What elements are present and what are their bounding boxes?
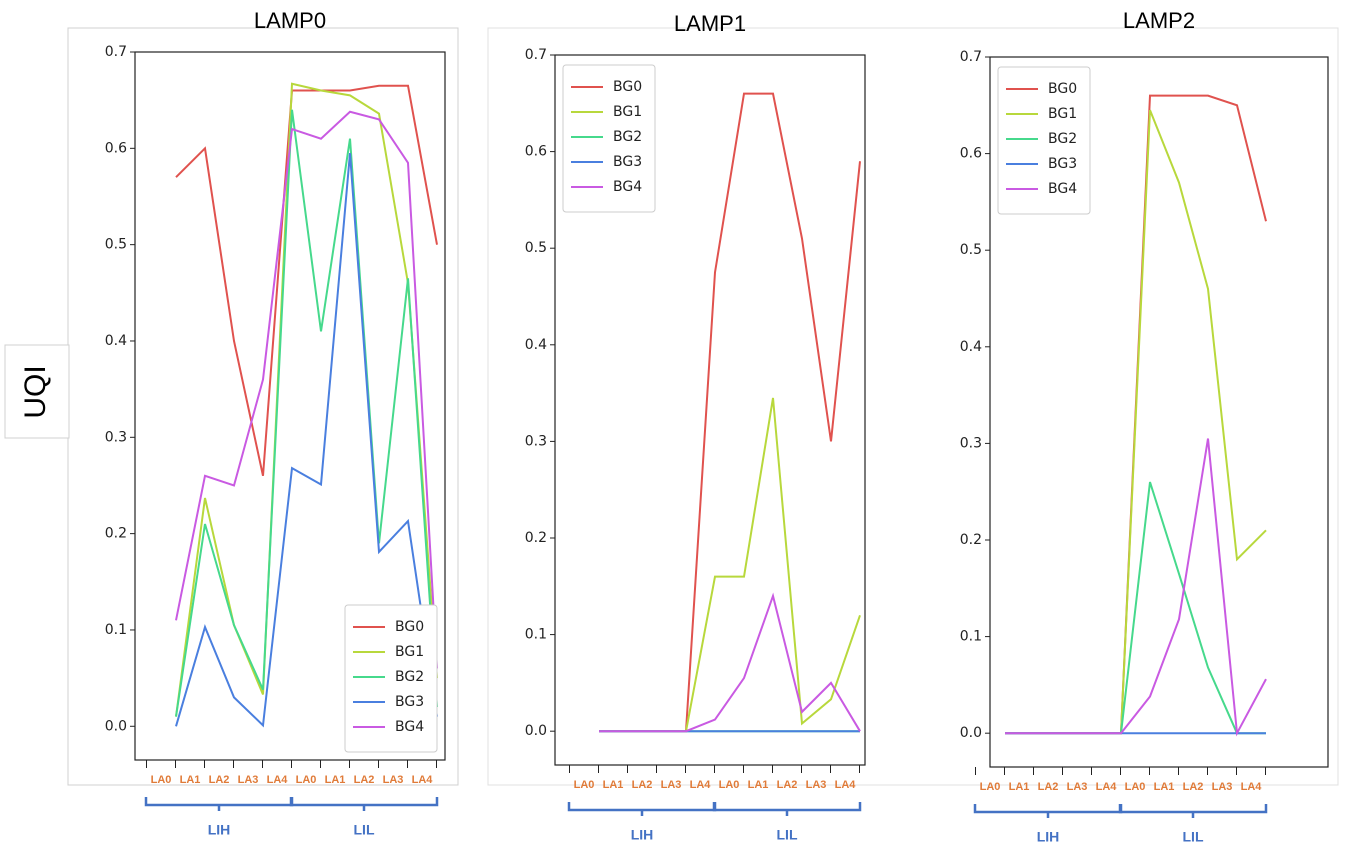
x-tick-label: LA0 — [151, 774, 172, 786]
group-bracket — [1118, 804, 1268, 818]
y-tick-label: 0.6 — [960, 146, 982, 162]
legend-label: BG3 — [1048, 156, 1077, 172]
y-tick-label: 0.3 — [105, 429, 127, 445]
y-tick-label: 0.7 — [525, 47, 547, 63]
y-tick-label: 0.0 — [960, 725, 982, 741]
x-tick-label: LA3 — [661, 779, 682, 791]
group-bracket — [289, 797, 439, 811]
x-tick-label: LA3 — [806, 779, 827, 791]
legend-label: BG4 — [395, 719, 424, 735]
y-tick-label: 0.2 — [960, 532, 982, 548]
x-tick-label: LA3 — [1212, 781, 1233, 793]
y-axis-label: UQI — [19, 365, 52, 418]
x-tick-label: LA2 — [777, 779, 798, 791]
legend-label: BG4 — [613, 179, 642, 195]
legend-box — [562, 64, 656, 213]
series-line — [175, 84, 438, 477]
x-tick-label: LA1 — [325, 774, 346, 786]
y-tick-label: 0.7 — [105, 44, 127, 60]
x-tick-label: LA0 — [980, 781, 1001, 793]
series-line — [175, 109, 438, 717]
x-tick-label: LA1 — [603, 779, 624, 791]
y-tick-label: 0.2 — [105, 526, 127, 542]
series-line — [175, 110, 438, 669]
x-tick-label: LA3 — [383, 774, 404, 786]
x-tick-label: LA3 — [238, 774, 259, 786]
y-tick-label: 0.7 — [960, 49, 982, 65]
y-tick-label: 0.2 — [525, 530, 547, 546]
legend-label: BG0 — [613, 79, 642, 95]
group-bracket — [144, 797, 294, 811]
legend-label: BG2 — [395, 669, 424, 685]
x-tick-label: LA1 — [1009, 781, 1030, 793]
y-tick-label: 0.5 — [960, 242, 982, 258]
x-tick-label: LA0 — [296, 774, 317, 786]
x-tick-label: LA0 — [574, 779, 595, 791]
legend-label: BG1 — [1048, 106, 1077, 122]
x-tick-label: LA1 — [1154, 781, 1175, 793]
y-tick-label: 0.4 — [525, 337, 547, 353]
y-tick-label: 0.0 — [105, 718, 127, 734]
legend-label: BG0 — [1048, 81, 1077, 97]
x-tick-label: LA1 — [180, 774, 201, 786]
x-tick-label: LA4 — [1096, 781, 1118, 793]
group-label: LIL — [354, 822, 375, 838]
x-tick-label: LA4 — [1241, 781, 1263, 793]
group-label: LIL — [777, 827, 798, 843]
legend-label: BG3 — [613, 154, 642, 170]
group-bracket — [973, 804, 1123, 818]
y-tick-label: 0.1 — [525, 627, 547, 643]
chart-title: LAMP0 — [254, 8, 326, 33]
series-line — [599, 592, 861, 733]
group-bracket — [712, 802, 862, 816]
legend-label: BG4 — [1048, 181, 1077, 197]
legend-box — [344, 604, 438, 753]
series-line — [175, 82, 438, 717]
legend-label: BG1 — [395, 644, 424, 660]
series-line — [1005, 438, 1267, 737]
panel-frame — [487, 27, 1339, 786]
y-tick-label: 0.0 — [525, 723, 547, 739]
y-tick-label: 0.3 — [960, 435, 982, 451]
x-tick-label: LA2 — [1183, 781, 1204, 793]
x-tick-label: LA2 — [1038, 781, 1059, 793]
legend-label: BG3 — [395, 694, 424, 710]
x-tick-label: LA3 — [1067, 781, 1088, 793]
legend-label: BG2 — [613, 129, 642, 145]
group-label: LIH — [208, 822, 231, 838]
chart-title: LAMP1 — [674, 11, 746, 36]
y-tick-label: 0.5 — [105, 237, 127, 253]
x-tick-label: LA1 — [748, 779, 769, 791]
group-bracket — [567, 802, 717, 816]
y-tick-label: 0.6 — [525, 144, 547, 160]
x-tick-label: LA4 — [835, 779, 857, 791]
legend-box — [997, 66, 1091, 215]
y-tick-label: 0.6 — [105, 140, 127, 156]
group-label: LIH — [1037, 829, 1060, 845]
x-tick-label: LA4 — [690, 779, 712, 791]
chart-title: LAMP2 — [1123, 8, 1195, 33]
legend-label: BG0 — [395, 619, 424, 635]
group-label: LIH — [631, 827, 654, 843]
legend-label: BG1 — [613, 104, 642, 120]
y-tick-label: 0.1 — [105, 622, 127, 638]
x-tick-label: LA0 — [1125, 781, 1146, 793]
series-line — [175, 153, 438, 728]
x-tick-label: LA4 — [412, 774, 434, 786]
x-tick-label: LA0 — [719, 779, 740, 791]
y-tick-label: 0.4 — [105, 333, 127, 349]
y-tick-label: 0.1 — [960, 629, 982, 645]
y-tick-label: 0.4 — [960, 339, 982, 355]
x-tick-label: LA2 — [354, 774, 375, 786]
x-tick-label: LA2 — [632, 779, 653, 791]
group-label: LIL — [1183, 829, 1204, 845]
ylabel-box — [4, 344, 70, 439]
x-tick-label: LA2 — [209, 774, 230, 786]
y-tick-label: 0.3 — [525, 433, 547, 449]
y-tick-label: 0.5 — [525, 240, 547, 256]
legend-label: BG2 — [1048, 131, 1077, 147]
x-tick-label: LA4 — [267, 774, 289, 786]
